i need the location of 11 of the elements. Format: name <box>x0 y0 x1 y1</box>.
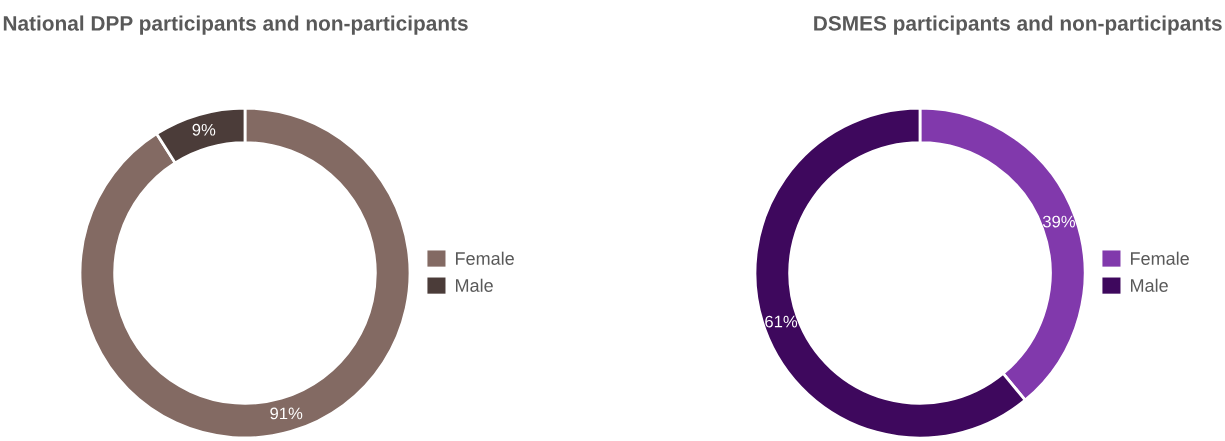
data-label: 39% <box>1042 215 1076 228</box>
data-label: 61% <box>765 315 798 328</box>
chart-title: National DPP participants and non-participants <box>3 15 468 35</box>
legend-label: Male <box>1131 278 1168 292</box>
chart-title: DSMES participants and non-participants <box>814 15 1222 35</box>
legend-label: Female <box>1131 251 1189 265</box>
legend-label: Female <box>456 251 514 265</box>
legend-label: Male <box>456 278 493 292</box>
donut-slice <box>78 106 412 440</box>
data-label: 9% <box>192 123 216 136</box>
data-label: 91% <box>270 407 303 420</box>
